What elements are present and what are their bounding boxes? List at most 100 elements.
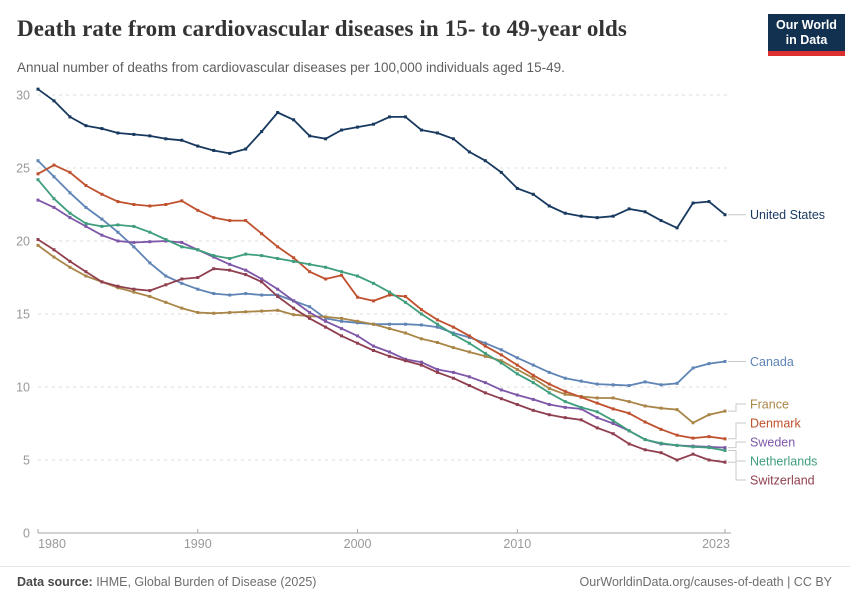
data-point-netherlands-1983 xyxy=(84,221,88,225)
x-tick-label-2023: 2023 xyxy=(702,537,730,551)
data-point-netherlands-2023 xyxy=(723,449,727,453)
data-point-denmark-2002 xyxy=(387,293,391,297)
data-point-denmark-1987 xyxy=(148,204,152,208)
data-point-france-2003 xyxy=(403,331,407,335)
data-point-denmark-2001 xyxy=(372,299,376,303)
data-point-netherlands-2012 xyxy=(547,391,551,395)
data-point-united-states-1982 xyxy=(68,115,72,119)
data-point-netherlands-2013 xyxy=(563,400,567,404)
series-line-united-states[interactable] xyxy=(37,88,726,229)
data-point-denmark-1990 xyxy=(196,208,200,212)
series-line-netherlands[interactable] xyxy=(37,179,726,452)
data-point-switzerland-1997 xyxy=(308,316,312,320)
data-point-united-states-2015 xyxy=(595,216,599,220)
data-point-canada-2013 xyxy=(563,376,567,380)
series-line-france[interactable] xyxy=(37,244,726,424)
data-point-sweden-2010 xyxy=(515,393,519,397)
data-point-netherlands-1999 xyxy=(340,270,344,274)
series-label-switzerland[interactable]: Switzerland xyxy=(750,474,815,488)
data-point-switzerland-1980 xyxy=(36,238,40,242)
data-point-united-states-1984 xyxy=(100,127,104,131)
series-line-canada[interactable] xyxy=(37,160,726,387)
series-label-united-states[interactable]: United States xyxy=(750,208,825,222)
data-point-france-2008 xyxy=(483,354,487,358)
data-point-denmark-1983 xyxy=(84,184,88,188)
page-title: Death rate from cardiovascular diseases … xyxy=(17,16,627,41)
data-point-france-2019 xyxy=(659,406,663,410)
label-connector-sweden xyxy=(728,441,746,449)
data-point-france-2006 xyxy=(451,346,455,350)
data-point-switzerland-2000 xyxy=(356,341,360,345)
data-point-france-2005 xyxy=(435,340,439,344)
data-point-sweden-1980 xyxy=(36,198,40,202)
owid-logo[interactable]: Our World in Data xyxy=(768,14,845,56)
data-point-sweden-1997 xyxy=(308,311,312,315)
label-connector-netherlands xyxy=(728,450,746,462)
data-point-switzerland-1992 xyxy=(228,268,232,272)
y-tick-label-15: 15 xyxy=(16,308,30,322)
series-label-netherlands[interactable]: Netherlands xyxy=(750,455,817,469)
y-tick-label-20: 20 xyxy=(16,235,30,249)
series-line-sweden[interactable] xyxy=(37,199,726,449)
data-point-netherlands-2005 xyxy=(435,322,439,326)
data-point-canada-2010 xyxy=(515,356,519,360)
data-point-switzerland-1996 xyxy=(292,306,296,310)
data-point-united-states-2014 xyxy=(579,214,583,218)
data-point-switzerland-1987 xyxy=(148,289,152,293)
data-point-canada-2018 xyxy=(643,380,647,384)
data-point-canada-1988 xyxy=(164,274,168,278)
data-point-netherlands-1995 xyxy=(276,257,280,261)
data-point-united-states-1980 xyxy=(36,87,40,91)
series-label-sweden[interactable]: Sweden xyxy=(750,436,795,450)
data-point-denmark-2018 xyxy=(643,420,647,424)
data-point-sweden-1984 xyxy=(100,233,104,237)
footer: Data source: IHME, Global Burden of Dise… xyxy=(0,566,850,600)
chart-subtitle: Annual number of deaths from cardiovascu… xyxy=(17,60,565,75)
data-point-sweden-1996 xyxy=(292,299,296,303)
owid-url-link[interactable]: OurWorldinData.org/causes-of-death xyxy=(579,575,784,589)
data-point-switzerland-2008 xyxy=(483,391,487,395)
y-tick-label-5: 5 xyxy=(23,454,30,468)
data-point-united-states-1983 xyxy=(84,124,88,128)
data-point-united-states-2022 xyxy=(707,200,711,204)
data-point-united-states-2023 xyxy=(723,213,727,217)
data-point-denmark-1989 xyxy=(180,199,184,203)
data-point-france-2016 xyxy=(611,396,615,400)
data-point-france-2017 xyxy=(627,400,631,404)
data-point-sweden-2006 xyxy=(451,370,455,374)
data-point-sweden-2023 xyxy=(723,446,727,450)
data-point-denmark-1995 xyxy=(276,245,280,249)
data-point-canada-1997 xyxy=(308,305,312,309)
series-label-france[interactable]: France xyxy=(750,398,789,412)
series-line-denmark[interactable] xyxy=(37,164,726,440)
data-point-canada-2023 xyxy=(723,359,727,363)
data-point-switzerland-2023 xyxy=(723,460,727,464)
series-line-switzerland[interactable] xyxy=(37,238,726,464)
data-point-canada-1994 xyxy=(260,293,264,297)
data-point-denmark-2013 xyxy=(563,389,567,393)
data-point-netherlands-1993 xyxy=(244,252,248,256)
series-label-canada[interactable]: Canada xyxy=(750,355,794,369)
series-label-denmark[interactable]: Denmark xyxy=(750,417,801,431)
data-point-united-states-2010 xyxy=(515,186,519,190)
y-tick-label-10: 10 xyxy=(16,381,30,395)
data-point-canada-2022 xyxy=(707,362,711,366)
data-point-sweden-1999 xyxy=(340,327,344,331)
data-point-canada-2005 xyxy=(435,325,439,329)
data-point-switzerland-2013 xyxy=(563,416,567,420)
data-point-netherlands-1986 xyxy=(132,224,136,228)
data-point-united-states-2003 xyxy=(403,115,407,119)
data-point-netherlands-2021 xyxy=(691,445,695,449)
data-point-united-states-2002 xyxy=(387,115,391,119)
data-point-sweden-1986 xyxy=(132,240,136,244)
data-point-denmark-2019 xyxy=(659,427,663,431)
data-point-netherlands-2004 xyxy=(419,312,423,316)
data-point-switzerland-2017 xyxy=(627,442,631,446)
data-point-switzerland-2005 xyxy=(435,370,439,374)
data-point-sweden-1998 xyxy=(324,319,328,323)
data-point-united-states-1994 xyxy=(260,130,264,133)
data-point-switzerland-1985 xyxy=(116,284,120,288)
data-point-switzerland-2004 xyxy=(419,363,423,367)
data-point-france-1988 xyxy=(164,300,168,304)
